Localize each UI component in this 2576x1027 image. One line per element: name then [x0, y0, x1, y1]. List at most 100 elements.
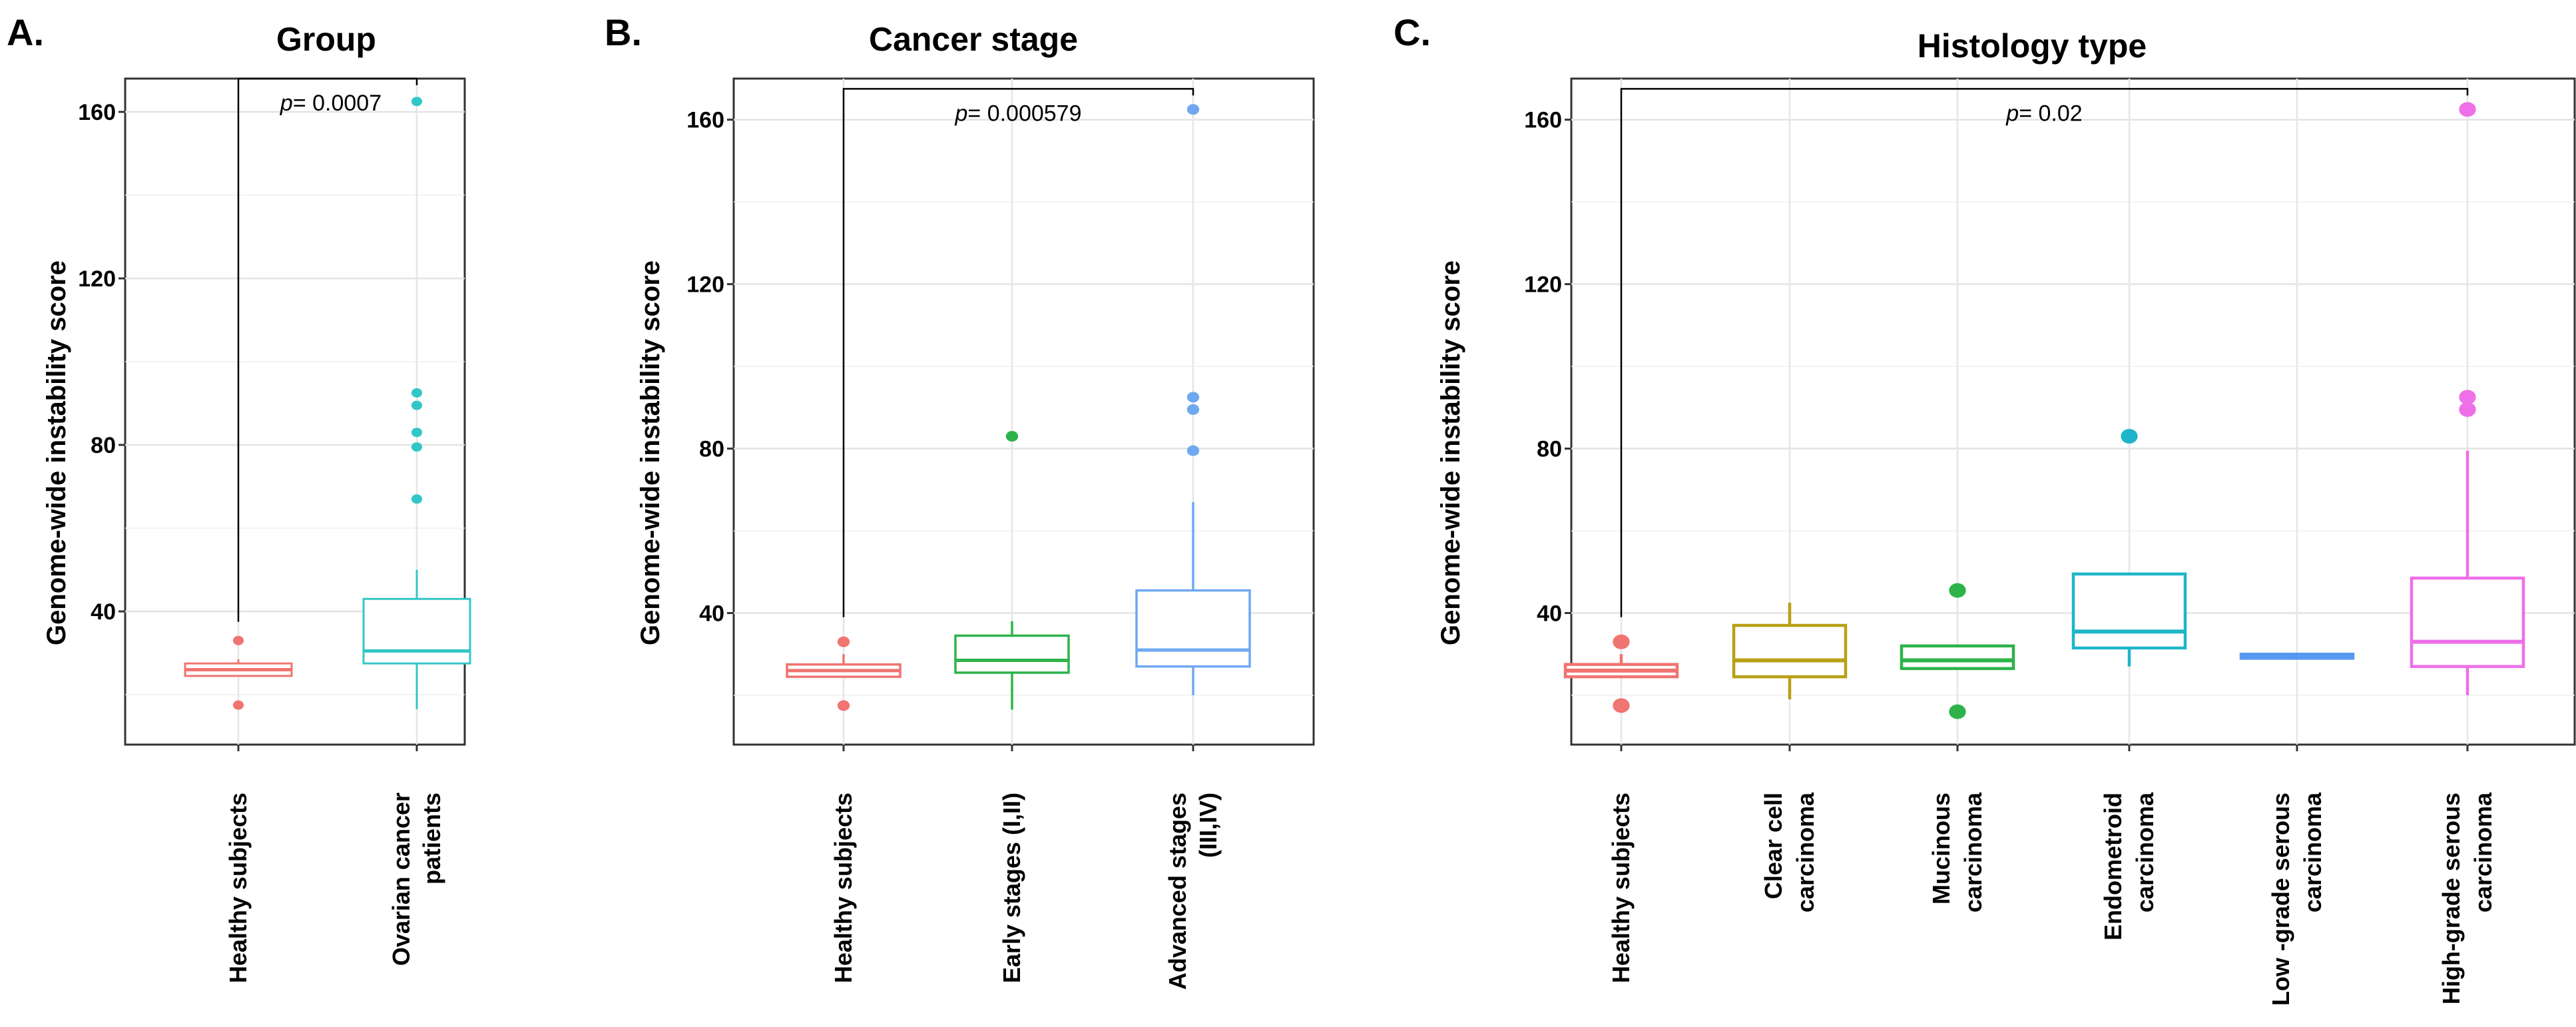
p-value-text: = 0.0007 — [293, 91, 382, 116]
y-tick-label: 160 — [78, 100, 116, 125]
outlier-point — [1186, 404, 1200, 415]
p-value-text: = 0.02 — [2019, 101, 2082, 126]
panel-letter: A. — [7, 11, 44, 53]
x-tick-label-line: Early stages (I,II) — [998, 793, 1025, 983]
y-tick-label: 80 — [1537, 437, 1562, 462]
box-body — [1900, 644, 2015, 671]
y-tick-label: 40 — [699, 601, 724, 626]
outlier-point — [1005, 431, 1019, 442]
outlier-point — [232, 635, 244, 645]
outlier-point — [1186, 392, 1200, 403]
box-3 — [1135, 104, 1251, 695]
significance-bracket — [1620, 88, 2469, 617]
panel-letter: B. — [605, 11, 642, 53]
outlier-point — [411, 388, 423, 398]
p-value-symbol: p — [280, 91, 293, 116]
x-tick-label-line: Low -grade serous — [2267, 793, 2294, 1006]
chart-title: Group — [276, 21, 376, 58]
outlier-point — [232, 700, 244, 710]
box-body — [1732, 623, 1848, 679]
chart-title: Histology type — [1918, 27, 2147, 65]
x-tick-label-line: Healthy subjects — [224, 793, 252, 983]
x-tick-label-line: carcinoma — [2299, 792, 2326, 912]
box-body — [2071, 572, 2187, 650]
x-tick-label: Endometroid carcinoma — [2099, 792, 2159, 940]
outlier-point — [1949, 704, 1966, 719]
x-tick-label-line: High-grade serous — [2438, 793, 2465, 1004]
box-1 — [786, 636, 902, 711]
panel-c: C. Histology type Genome-wide instabilit… — [1394, 11, 2576, 1006]
x-tick-label: Clear cell carcinoma — [1760, 792, 1819, 912]
outlier-point — [2459, 402, 2476, 417]
x-tick-label-line: Mucinous — [1928, 793, 1955, 904]
x-tick-label-line: Endometroid — [2099, 793, 2127, 940]
p-value-label: p= 0.000579 — [954, 101, 1081, 126]
y-tick-label: 40 — [1537, 601, 1562, 626]
box-body — [954, 634, 1070, 674]
significance-bracket — [842, 88, 1194, 617]
plot-area: 40 80 120 160 Healthy subjects Ovarian cancer… — [78, 77, 471, 983]
y-tick-label: 160 — [1524, 108, 1562, 133]
x-tick-label-line: Ovarian cancer — [387, 793, 415, 966]
panel-letter: C. — [1394, 11, 1431, 53]
outlier-point — [2121, 429, 2138, 444]
box-body — [2410, 576, 2525, 668]
panel-b: B. Cancer stage Genome-wide instability … — [605, 11, 1315, 990]
outlier-point — [1186, 104, 1200, 115]
box-6 — [2410, 102, 2525, 695]
y-axis-label: Genome-wide instability score — [636, 260, 665, 645]
y-tick-label: 120 — [1524, 272, 1562, 298]
x-tick-label: Mucinous carcinoma — [1928, 792, 1987, 912]
outlier-point — [1186, 445, 1200, 456]
y-tick-label: 80 — [699, 437, 724, 462]
significance-bracket — [237, 77, 418, 622]
outlier-point — [1613, 698, 1630, 713]
x-tick-label: Healthy subjects — [1607, 793, 1635, 983]
p-value-text: = 0.000579 — [967, 101, 1081, 126]
outlier-point — [837, 636, 850, 647]
outlier-point — [2459, 102, 2476, 117]
p-value-label: p= 0.0007 — [280, 91, 382, 116]
x-tick-label-line: Healthy subjects — [1607, 793, 1635, 983]
x-tick-label-line: carcinoma — [1959, 792, 1987, 912]
x-tick-label: Ovarian cancer patients — [387, 793, 445, 966]
y-tick-label: 120 — [686, 272, 724, 298]
x-tick-label: Early stages (I,II) — [998, 793, 1025, 983]
box-body — [1135, 589, 1251, 668]
x-tick-label-line: patients — [418, 793, 445, 884]
p-value-symbol: p — [2005, 101, 2019, 126]
x-tick-label: Healthy subjects — [224, 793, 252, 983]
outlier-point — [411, 400, 423, 410]
box-3 — [1900, 583, 2015, 719]
x-tick-label-line: Healthy subjects — [830, 793, 857, 983]
box-5 — [2239, 652, 2355, 660]
x-tick-label: Healthy subjects — [830, 793, 857, 983]
p-value-symbol: p — [954, 101, 967, 126]
box-2 — [362, 97, 471, 709]
x-tick-label: High-grade serous carcinoma — [2438, 792, 2497, 1004]
box-2 — [1732, 603, 1848, 700]
panel-a: A. Group Genome-wide instability score 4… — [7, 11, 471, 983]
outlier-point — [411, 97, 423, 107]
x-tick-label-line: carcinoma — [2469, 792, 2497, 912]
y-tick-label: 120 — [78, 266, 116, 292]
box-1 — [184, 635, 293, 710]
box-2 — [954, 431, 1070, 710]
outlier-point — [837, 700, 850, 711]
x-tick-label-line: Advanced stages — [1164, 793, 1191, 990]
y-tick-label: 160 — [686, 108, 724, 133]
x-tick-label-line: Clear cell — [1760, 793, 1787, 899]
y-axis-label: Genome-wide instability score — [42, 260, 71, 645]
x-tick-label: Advanced stages (III,IV) — [1164, 793, 1222, 990]
box-1 — [1563, 634, 1679, 713]
outlier-point — [411, 494, 423, 504]
y-axis-label: Genome-wide instability score — [1436, 260, 1465, 645]
outlier-point — [1949, 583, 1966, 598]
y-tick-label: 40 — [91, 599, 116, 625]
box-body — [362, 597, 471, 665]
outlier-point — [411, 428, 423, 438]
chart-title: Cancer stage — [869, 21, 1078, 58]
outlier-point — [2459, 390, 2476, 405]
